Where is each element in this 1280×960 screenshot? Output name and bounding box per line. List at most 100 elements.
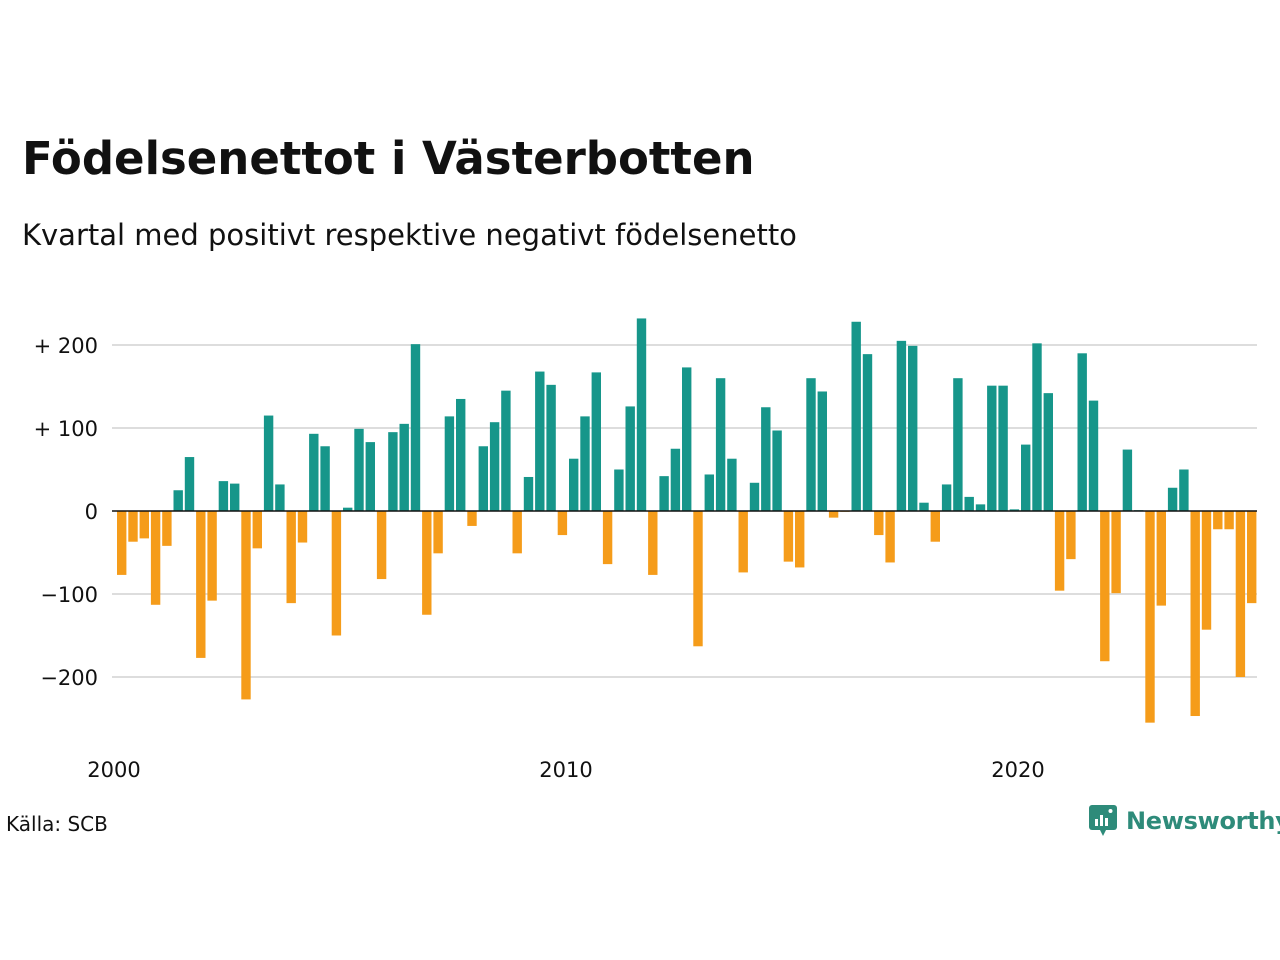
bar xyxy=(715,378,726,511)
bar xyxy=(128,511,138,542)
bar xyxy=(749,482,760,511)
bar xyxy=(1054,511,1065,591)
bar xyxy=(828,511,839,518)
bar xyxy=(1213,511,1223,530)
chart-subtitle: Kvartal med positivt respektive negativt… xyxy=(22,218,797,252)
bar xyxy=(975,504,986,511)
bar xyxy=(1224,511,1234,530)
bar xyxy=(614,469,624,511)
brand[interactable]: Newsworthy xyxy=(1088,804,1280,838)
bar xyxy=(365,442,375,511)
bar xyxy=(139,511,149,539)
source-note: Källa: SCB xyxy=(6,812,108,836)
y-axis-labels: + 200 + 100 0 −100 −200 xyxy=(34,334,98,690)
bar xyxy=(343,507,353,511)
bar xyxy=(422,511,432,615)
bar xyxy=(704,474,714,511)
bar xyxy=(1032,343,1042,511)
bar xyxy=(456,398,466,511)
chart-title: Födelsenettot i Västerbotten xyxy=(22,132,755,185)
bar xyxy=(523,476,534,511)
bar xyxy=(874,511,884,536)
bar xyxy=(919,502,929,511)
bars xyxy=(117,318,1257,723)
bar xyxy=(376,511,387,580)
bar xyxy=(557,511,568,536)
bar xyxy=(1167,487,1178,511)
x-tick-label: 2020 xyxy=(991,758,1044,782)
bar xyxy=(489,422,500,511)
bar xyxy=(682,367,692,511)
y-tick-label: + 100 xyxy=(34,417,98,441)
bar xyxy=(331,511,342,636)
bar xyxy=(648,511,658,575)
bar xyxy=(738,511,748,573)
bar xyxy=(1122,449,1133,511)
bar xyxy=(230,483,240,511)
bar xyxy=(478,446,488,511)
bar xyxy=(433,511,443,554)
bar xyxy=(252,511,262,549)
x-axis-labels: 2000 2010 2020 xyxy=(87,758,1044,782)
bar xyxy=(535,371,545,511)
bar xyxy=(591,372,601,511)
bar xyxy=(399,423,409,511)
bar xyxy=(987,385,997,511)
bar xyxy=(320,446,330,511)
bar xyxy=(896,340,907,511)
bar xyxy=(410,344,421,511)
bar-chart: + 200 + 100 0 −100 −200 2000 2010 2020 xyxy=(34,318,1257,782)
bar xyxy=(930,511,940,542)
bar xyxy=(196,511,206,658)
bar xyxy=(150,511,161,605)
bar xyxy=(444,416,455,511)
y-tick-label: −100 xyxy=(40,583,98,607)
bar xyxy=(297,511,308,543)
bar xyxy=(772,430,782,511)
bar xyxy=(806,378,816,511)
brand-name: Newsworthy xyxy=(1126,807,1280,835)
bar xyxy=(851,321,861,511)
bar xyxy=(1145,511,1155,723)
bar xyxy=(1235,511,1246,677)
bar xyxy=(1009,509,1020,511)
gridlines xyxy=(112,344,1257,678)
bar xyxy=(659,476,669,511)
bar xyxy=(908,345,918,511)
bar xyxy=(817,391,827,511)
bar xyxy=(953,378,963,511)
bar xyxy=(1100,511,1110,662)
bar xyxy=(263,415,274,511)
bar xyxy=(309,433,319,511)
bar xyxy=(1247,511,1257,604)
x-tick-label: 2000 xyxy=(87,758,140,782)
bar xyxy=(941,484,952,511)
bar xyxy=(727,458,737,511)
bar xyxy=(783,511,794,562)
bar xyxy=(636,318,647,511)
y-tick-label: 0 xyxy=(85,500,98,524)
bar xyxy=(964,496,974,511)
bar xyxy=(1190,511,1200,717)
bar xyxy=(670,448,681,511)
bar xyxy=(1201,511,1212,630)
bar xyxy=(207,511,217,601)
bar xyxy=(1077,353,1087,511)
y-tick-label: −200 xyxy=(40,666,98,690)
bar xyxy=(1066,511,1076,560)
bar xyxy=(580,416,590,511)
bar xyxy=(117,511,127,575)
bar xyxy=(693,511,703,647)
bar xyxy=(1179,469,1189,511)
bar xyxy=(795,511,805,568)
bar xyxy=(862,354,873,511)
bar xyxy=(625,406,635,511)
bar xyxy=(241,511,251,700)
bar xyxy=(885,511,895,563)
bar xyxy=(275,484,285,511)
bar xyxy=(602,511,613,565)
bar xyxy=(998,385,1008,511)
bar xyxy=(388,432,398,511)
bar xyxy=(162,511,172,546)
bar xyxy=(569,458,579,511)
